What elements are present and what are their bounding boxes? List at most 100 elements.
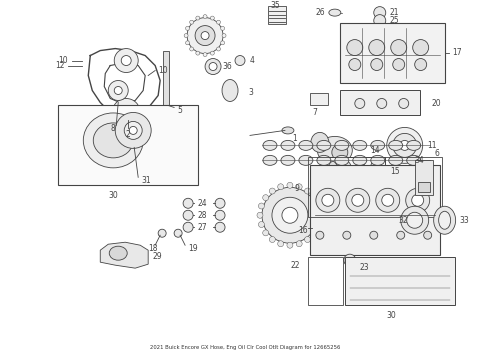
Text: 34: 34 bbox=[415, 156, 424, 165]
Circle shape bbox=[222, 33, 226, 37]
Text: 11: 11 bbox=[428, 141, 437, 150]
Circle shape bbox=[203, 15, 207, 19]
Circle shape bbox=[287, 182, 293, 188]
Circle shape bbox=[407, 212, 423, 228]
Circle shape bbox=[120, 107, 132, 118]
Circle shape bbox=[124, 121, 142, 139]
Circle shape bbox=[401, 206, 429, 234]
Text: 26: 26 bbox=[315, 8, 325, 17]
Circle shape bbox=[349, 59, 361, 71]
Text: 6: 6 bbox=[435, 149, 440, 158]
Circle shape bbox=[270, 188, 275, 194]
Text: 10: 10 bbox=[158, 66, 168, 75]
Circle shape bbox=[196, 51, 200, 55]
Circle shape bbox=[217, 47, 221, 51]
Text: 14: 14 bbox=[370, 146, 379, 155]
Circle shape bbox=[209, 63, 217, 71]
Text: 21: 21 bbox=[390, 8, 399, 17]
Text: 16: 16 bbox=[298, 226, 308, 235]
Circle shape bbox=[184, 33, 188, 37]
Circle shape bbox=[108, 81, 128, 100]
Ellipse shape bbox=[263, 156, 277, 165]
Circle shape bbox=[187, 18, 223, 54]
Text: 19: 19 bbox=[188, 244, 198, 253]
Circle shape bbox=[311, 230, 317, 236]
Ellipse shape bbox=[317, 140, 331, 150]
Bar bbox=[163, 50, 169, 116]
Circle shape bbox=[424, 231, 432, 239]
Circle shape bbox=[343, 231, 351, 239]
Bar bbox=[308, 157, 441, 217]
Circle shape bbox=[317, 212, 323, 218]
Ellipse shape bbox=[93, 123, 133, 158]
Circle shape bbox=[215, 210, 225, 220]
Ellipse shape bbox=[407, 140, 421, 150]
Circle shape bbox=[311, 195, 317, 201]
Ellipse shape bbox=[335, 140, 349, 150]
Bar bbox=[415, 160, 433, 195]
Circle shape bbox=[195, 26, 215, 46]
Circle shape bbox=[112, 99, 140, 126]
Circle shape bbox=[332, 144, 348, 160]
Circle shape bbox=[278, 241, 284, 247]
Text: 3: 3 bbox=[248, 88, 253, 97]
Circle shape bbox=[121, 55, 131, 66]
Ellipse shape bbox=[109, 246, 127, 260]
Circle shape bbox=[355, 99, 365, 108]
Text: 20: 20 bbox=[432, 99, 441, 108]
Circle shape bbox=[210, 51, 214, 55]
Circle shape bbox=[215, 222, 225, 232]
Ellipse shape bbox=[434, 206, 456, 234]
Circle shape bbox=[217, 20, 221, 24]
Text: 29: 29 bbox=[152, 252, 162, 261]
Ellipse shape bbox=[311, 132, 329, 152]
Text: 18: 18 bbox=[148, 244, 158, 253]
Circle shape bbox=[158, 229, 166, 237]
Circle shape bbox=[282, 207, 298, 223]
Circle shape bbox=[186, 26, 190, 30]
Circle shape bbox=[215, 198, 225, 208]
Ellipse shape bbox=[282, 127, 294, 134]
Text: 8: 8 bbox=[110, 124, 115, 133]
Circle shape bbox=[262, 187, 318, 243]
Circle shape bbox=[400, 140, 410, 150]
Circle shape bbox=[415, 59, 427, 71]
Circle shape bbox=[183, 222, 193, 232]
Text: 27: 27 bbox=[197, 223, 207, 232]
Circle shape bbox=[374, 6, 386, 19]
Circle shape bbox=[220, 41, 224, 45]
Bar bbox=[308, 257, 343, 305]
Circle shape bbox=[174, 229, 182, 237]
Circle shape bbox=[263, 230, 269, 236]
Circle shape bbox=[387, 127, 423, 163]
Circle shape bbox=[203, 53, 207, 57]
Ellipse shape bbox=[281, 156, 295, 165]
Bar bbox=[345, 257, 455, 305]
Circle shape bbox=[397, 231, 405, 239]
Text: 4: 4 bbox=[250, 56, 255, 65]
Circle shape bbox=[322, 194, 334, 206]
Ellipse shape bbox=[353, 156, 367, 165]
Circle shape bbox=[392, 59, 405, 71]
Circle shape bbox=[346, 188, 370, 212]
Circle shape bbox=[391, 40, 407, 55]
Circle shape bbox=[304, 188, 311, 194]
Circle shape bbox=[190, 47, 194, 51]
Text: 25: 25 bbox=[390, 16, 399, 25]
Bar bbox=[340, 90, 419, 116]
Circle shape bbox=[287, 242, 293, 248]
Circle shape bbox=[412, 194, 424, 206]
Circle shape bbox=[263, 195, 269, 201]
Circle shape bbox=[114, 49, 138, 72]
Text: 2021 Buick Encore GX Hose, Eng Oil Clr Cool Otlt Diagram for 12665256: 2021 Buick Encore GX Hose, Eng Oil Clr C… bbox=[150, 345, 340, 350]
Text: 2: 2 bbox=[126, 130, 131, 139]
Circle shape bbox=[316, 188, 340, 212]
Circle shape bbox=[347, 40, 363, 55]
Ellipse shape bbox=[281, 140, 295, 150]
Circle shape bbox=[129, 126, 137, 134]
Circle shape bbox=[370, 231, 378, 239]
Circle shape bbox=[201, 32, 209, 40]
Ellipse shape bbox=[263, 140, 277, 150]
Ellipse shape bbox=[407, 156, 421, 165]
Circle shape bbox=[316, 221, 321, 228]
